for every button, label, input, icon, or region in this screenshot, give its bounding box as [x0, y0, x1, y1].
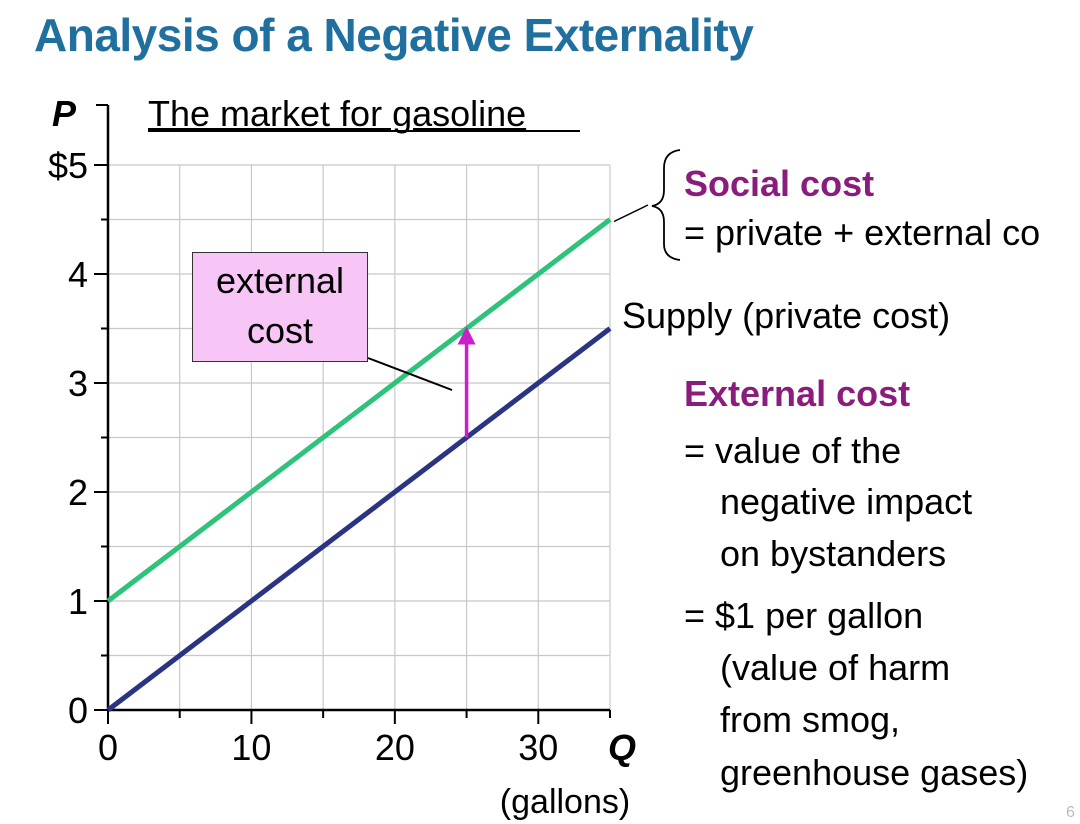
external-cost-callout: external cost [192, 252, 368, 362]
x-tick-label: 30 [518, 727, 558, 768]
y-tick-label: $5 [48, 145, 88, 186]
social-cost-title: Social cost [684, 163, 875, 204]
page-number: 6 [1066, 804, 1075, 821]
y-tick-label: 2 [68, 472, 88, 513]
callout-line-1: external [215, 260, 345, 301]
y-tick-label: 3 [68, 363, 88, 404]
slide-title: Analysis of a Negative Externality [34, 9, 754, 61]
x-axis-unit: (gallons) [500, 783, 630, 821]
supply-line [106, 326, 612, 712]
y-axis-label: P [52, 93, 77, 134]
social-cost-leader-line [613, 204, 649, 223]
external-cost-arrowhead [457, 326, 476, 345]
external-cost-line-1: = value of the [684, 430, 902, 471]
y-tick-label: 4 [68, 254, 88, 295]
chart-grid [108, 164, 611, 710]
external-cost-line-4: = $1 per gallon [684, 595, 924, 636]
external-cost-line-6: from smog, [720, 699, 901, 740]
callout-leader-line [367, 357, 453, 391]
external-cost-line-2: negative impact [720, 481, 973, 522]
chart-annotations [367, 149, 681, 438]
x-tick-label: 10 [231, 727, 271, 768]
external-cost-title: External cost [684, 373, 911, 414]
external-cost-line-3: on bystanders [720, 533, 947, 574]
y-tick-label: 0 [68, 690, 88, 731]
x-tick-label: 20 [375, 727, 415, 768]
callout-line-2: cost [246, 310, 314, 351]
social-cost-brace [651, 149, 681, 261]
social-cost-definition: = private + external co [684, 212, 1041, 253]
chart-series [106, 217, 612, 712]
chart-title: The market for gasoline [148, 93, 526, 134]
y-tick-label: 1 [68, 581, 88, 622]
chart-axes [94, 104, 611, 724]
x-axis-label: Q [608, 727, 636, 768]
chart-labels: 0 1 2 3 4 $5 0 10 20 30 P Q (gallons) The market for … [48, 93, 636, 821]
social-cost-line [106, 217, 612, 603]
external-cost-line-5: (value of harm [720, 647, 951, 688]
x-tick-label: 0 [98, 727, 118, 768]
external-cost-line-7: greenhouse gases) [720, 752, 1029, 793]
supply-series-label: Supply (private cost) [622, 295, 951, 336]
